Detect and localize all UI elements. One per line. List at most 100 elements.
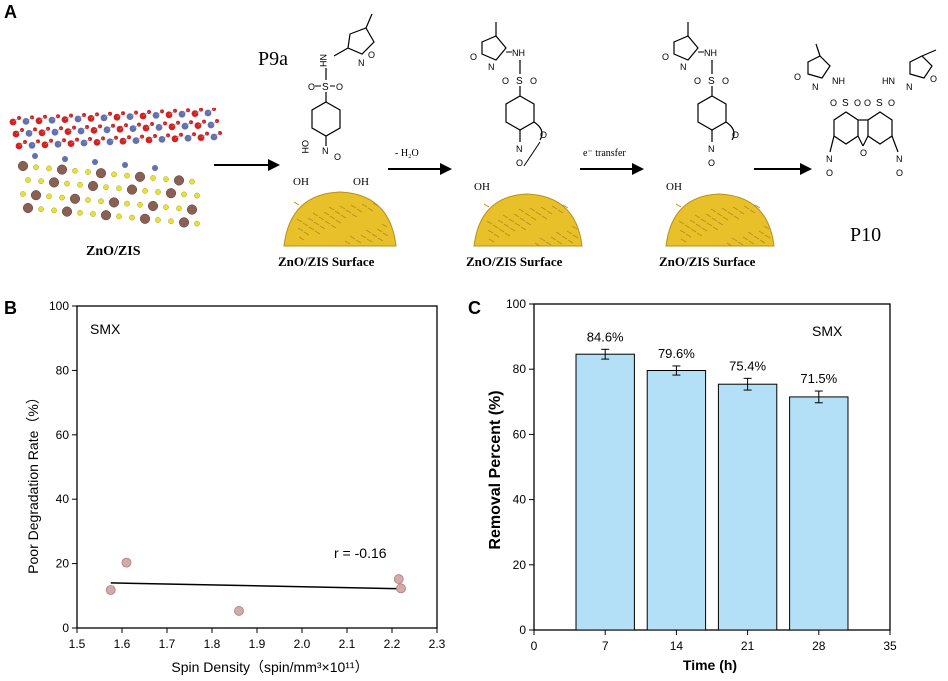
svg-text:O: O [854, 98, 861, 108]
y-tick-label: 20 [513, 558, 527, 572]
panel-b-letter: B [4, 298, 17, 318]
svg-text:O: O [334, 152, 341, 162]
bar-data-label: 79.6% [658, 346, 695, 361]
step1-label: - H₂O [395, 148, 419, 159]
x-tick-label: 1.7 [159, 637, 176, 651]
svg-text:O: O [864, 98, 871, 108]
svg-text:N: N [680, 62, 687, 72]
surface-label-2: ZnO/ZIS Surface [466, 254, 563, 269]
y-tick-label: 40 [56, 492, 70, 506]
bar [646, 370, 707, 631]
x-tick-label: 35 [883, 639, 897, 653]
scatter-chart: 1.5 1.6 1.7 1.8 1.9 2.0 2.1 2.2 2.3020406080100 … [25, 299, 446, 675]
x-tick-label: 2.1 [339, 637, 356, 651]
oh-label-1a: OH [293, 176, 309, 188]
svg-text:N: N [708, 144, 715, 154]
x-tick-label: 1.5 [69, 637, 86, 651]
svg-text:O: O [896, 168, 903, 178]
svg-text:O: O [470, 52, 477, 62]
x-tick-label: 1.9 [249, 637, 266, 651]
surface-2 [473, 193, 583, 247]
svg-text:O: O [502, 76, 509, 86]
surface-3 [665, 193, 775, 247]
oh-label-3: OH [666, 181, 682, 193]
svg-text:O: O [794, 72, 801, 82]
surface-label-1: ZnO/ZIS Surface [278, 254, 375, 269]
bar-data-label: 84.6% [587, 329, 624, 344]
chart-b-annotation: SMX [90, 321, 121, 337]
svg-text:S: S [876, 98, 883, 109]
chart-c-frame [533, 303, 891, 631]
svg-text:O: O [722, 76, 729, 86]
svg-text:O: O [930, 74, 937, 84]
panel-c-letter: C [468, 298, 481, 318]
scatter-point [393, 574, 404, 584]
bar-data-label: 71.5% [800, 371, 837, 386]
svg-text:N: N [322, 146, 329, 156]
svg-text:N: N [906, 82, 913, 92]
oh-label-2: OH [474, 181, 490, 193]
svg-text:O: O [308, 82, 315, 92]
svg-text:N: N [358, 58, 365, 68]
chart-b-frame [76, 305, 438, 629]
y-tick-label: 20 [56, 557, 70, 571]
svg-text:N: N [896, 154, 903, 164]
chart-b-ylabel: Poor Degradation Rate（%） [25, 390, 41, 574]
svg-text:S: S [842, 98, 849, 109]
step2-label: e⁻ transfer [583, 148, 626, 159]
y-tick-label: 80 [513, 362, 527, 376]
chart-b-xlabel: Spin Density（spin/mm³×10¹¹） [171, 659, 368, 675]
svg-text:O: O [826, 168, 833, 178]
scatter-point [121, 557, 132, 568]
bar-chart: 0 7 14 21 28 35 0 20 40 60 80 100 84.6% 79.6% 75.4% 71… [487, 297, 897, 673]
svg-text:O: O [732, 130, 739, 140]
x-tick-label: 2.3 [429, 637, 446, 651]
svg-text:S: S [322, 82, 329, 93]
chart-b-correlation: r = -0.16 [334, 545, 387, 561]
crystal-structure-illustration [9, 108, 222, 228]
oh-label-1b: OH [353, 176, 369, 188]
y-tick-label: 0 [519, 623, 526, 637]
zis-layer [17, 153, 200, 228]
y-tick-label: 80 [56, 363, 70, 377]
y-tick-label: 60 [56, 428, 70, 442]
x-tick-label: 14 [670, 639, 684, 653]
bar [717, 383, 778, 631]
p10-molecule: O N NH O N HN S O O S O O O N O N O [794, 43, 937, 178]
svg-text:HN: HN [882, 76, 895, 86]
reaction-arrow-4 [754, 163, 812, 175]
reaction-arrow-3 [580, 163, 644, 175]
x-tick-label: 0 [531, 639, 538, 653]
intermediate-molecule-2: O N NH S O O O N O [662, 22, 739, 168]
svg-text:O: O [530, 76, 537, 86]
svg-text:O: O [336, 82, 343, 92]
svg-text:NH: NH [318, 54, 328, 67]
svg-text:N: N [488, 62, 495, 72]
svg-text:NH: NH [704, 48, 717, 58]
bar [789, 396, 849, 631]
svg-text:O: O [708, 158, 715, 168]
svg-text:O: O [860, 148, 867, 158]
svg-text:O: O [368, 50, 375, 60]
bar [575, 353, 635, 631]
y-tick-label: 0 [62, 621, 69, 635]
svg-text:S: S [708, 76, 715, 87]
p9a-molecule: N O NH S O O N O OH [300, 13, 375, 162]
bar-data-label: 75.4% [729, 358, 766, 373]
svg-text:S: S [516, 76, 523, 87]
scatter-point [234, 606, 244, 616]
p9a-label: P9a [258, 48, 288, 70]
svg-text:NH: NH [832, 76, 845, 86]
x-tick-label: 2.2 [384, 637, 401, 651]
x-tick-label: 7 [602, 639, 609, 653]
intermediate-molecule-1: O N NH S O O O N O [470, 22, 547, 168]
reaction-arrow-1 [214, 159, 280, 171]
zno-layer [9, 108, 222, 150]
chart-c-xlabel: Time (h) [683, 657, 737, 673]
x-tick-label: 28 [812, 639, 826, 653]
x-tick-label: 2.0 [294, 637, 311, 651]
surface-1 [283, 191, 397, 247]
scatter-point [396, 583, 406, 594]
chart-c-ylabel: Removal Percent (%) [487, 390, 504, 549]
scatter-point [105, 585, 116, 595]
